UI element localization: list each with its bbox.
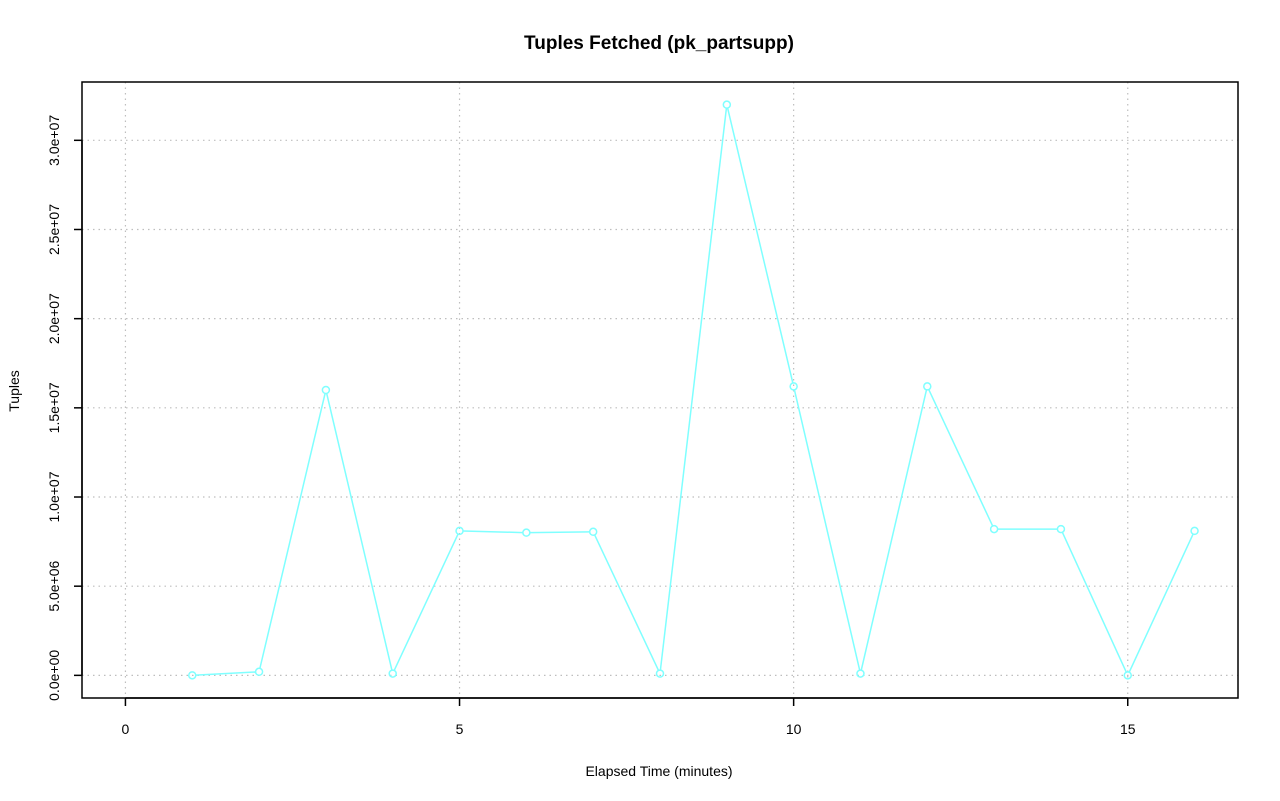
series-0-segment-4 — [463, 530, 523, 534]
series-0-segment-11 — [928, 389, 994, 527]
y-tick-label-1: 5.0e+06 — [46, 560, 62, 611]
axis-layer: 0 5 10 15 0.0e+00 5.0e+06 1.0e+07 1.5e+07 2.0e+0… — [46, 81, 1239, 737]
y-tick-label-0: 0.0e+00 — [46, 650, 62, 701]
x-axis-label: Elapsed Time (minutes) — [585, 763, 732, 779]
series-0-segment-8 — [726, 107, 794, 384]
plot-frame — [81, 81, 1239, 699]
series-0-segment-6 — [593, 534, 660, 671]
series-0-segment-1 — [259, 393, 326, 669]
grid-layer — [82, 82, 1238, 698]
series-0-point-7 — [655, 669, 665, 678]
series-0-segment-5 — [529, 531, 590, 534]
y-tick-label-3: 1.5e+07 — [46, 382, 62, 433]
series-0-point-10 — [856, 669, 865, 678]
series-0-point-12 — [989, 524, 999, 534]
series-0-point-8 — [722, 100, 732, 109]
series-layer — [188, 100, 1199, 680]
series-0-segment-3 — [393, 533, 459, 671]
y-tick-label-2: 1.0e+07 — [46, 471, 62, 522]
series-0-point-14 — [1123, 671, 1132, 680]
series-0-point-6 — [588, 527, 598, 537]
series-0-point-1 — [254, 667, 264, 677]
series-0-point-3 — [388, 669, 397, 678]
series-0-segment-2 — [325, 393, 393, 671]
series-0-segment-9 — [793, 389, 861, 671]
series-0-segment-0 — [195, 671, 256, 676]
x-tick-label-3: 15 — [1120, 721, 1136, 737]
series-0-segment-10 — [860, 389, 928, 671]
series-0-point-4 — [455, 526, 464, 536]
x-tick-label-2: 10 — [786, 721, 802, 737]
series-0-segment-13 — [1061, 531, 1127, 673]
series-0-point-15 — [1190, 526, 1199, 536]
y-axis-label: Tuples — [6, 370, 22, 412]
series-0-point-0 — [188, 671, 197, 680]
series-0-point-2 — [321, 385, 331, 395]
series-0-point-9 — [789, 382, 798, 391]
x-tick-label-1: 5 — [456, 721, 464, 737]
series-0-point-13 — [1056, 524, 1066, 534]
series-0-point-5 — [522, 528, 531, 537]
chart-title: Tuples Fetched (pk_partsupp) — [524, 33, 794, 54]
y-tick-label-4: 2.0e+07 — [46, 293, 62, 344]
series-0-segment-14 — [1128, 533, 1194, 673]
y-tick-label-6: 3.0e+07 — [46, 115, 62, 166]
y-tick-label-5: 2.5e+07 — [46, 204, 62, 255]
x-tick-label-0: 0 — [122, 721, 130, 737]
series-0-point-11 — [923, 382, 932, 391]
series-0-segment-7 — [659, 108, 728, 671]
